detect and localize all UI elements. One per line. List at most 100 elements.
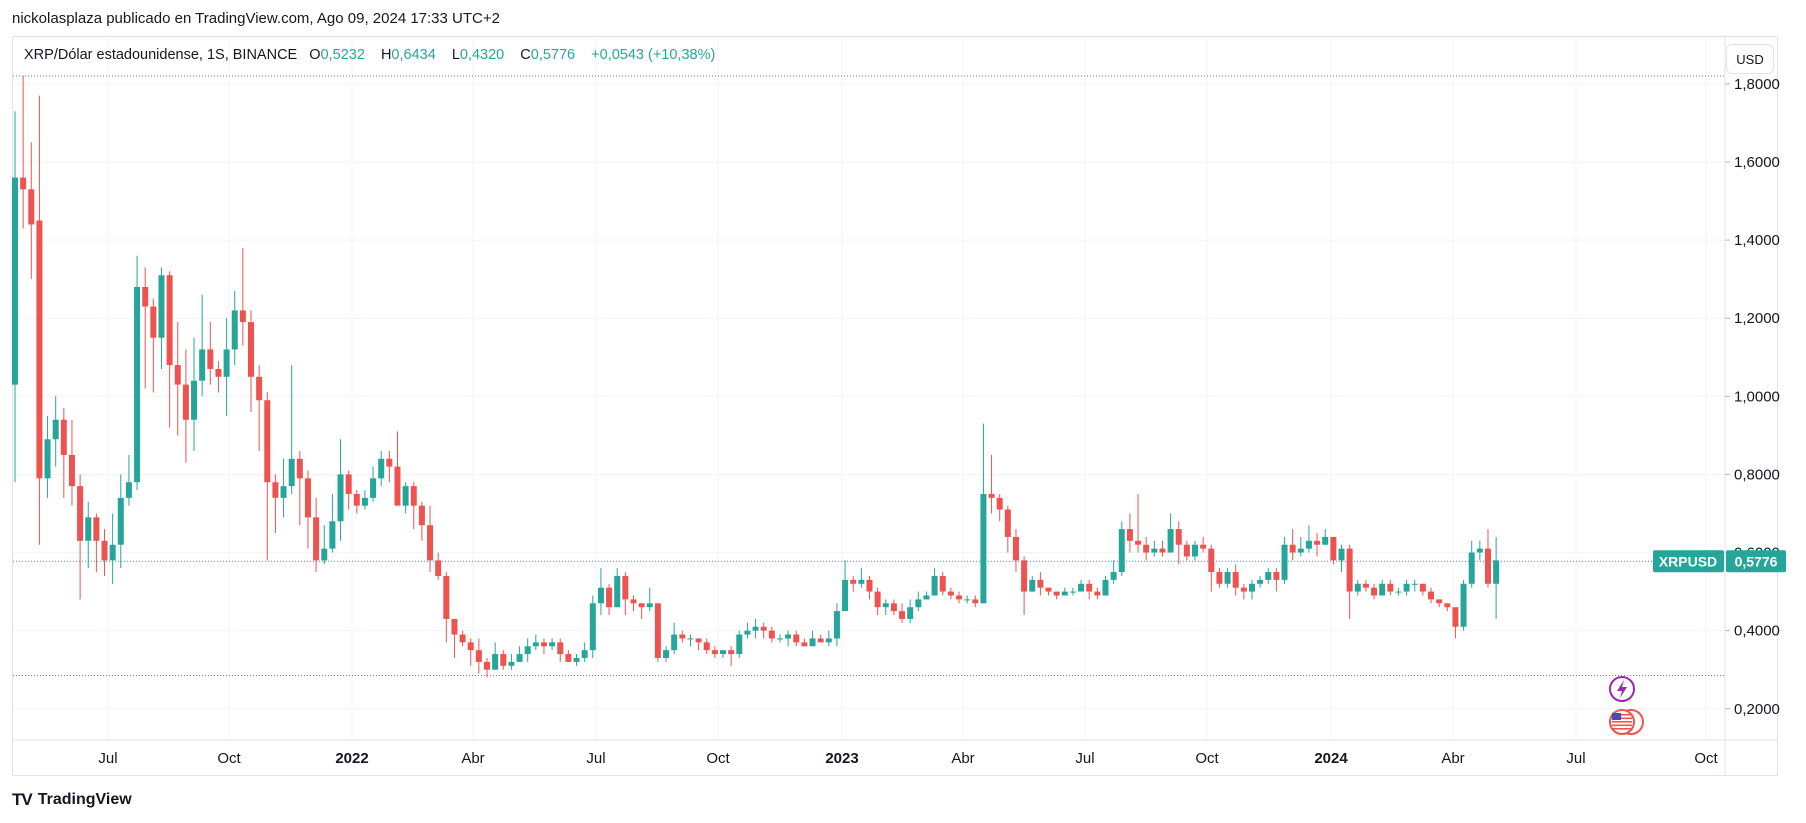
candle-body — [44, 439, 51, 479]
y-tick-label: 1,4000 — [1734, 232, 1780, 249]
x-tick-label: Oct — [1195, 750, 1219, 767]
candle-body — [1200, 544, 1207, 549]
candle-body — [532, 642, 539, 647]
candle-body — [817, 638, 824, 643]
candle-body — [1444, 603, 1451, 608]
candle-body — [435, 560, 442, 576]
candle-body — [744, 630, 751, 635]
candle-body — [1061, 591, 1068, 596]
candle-body — [158, 275, 165, 338]
candle-body — [1151, 548, 1158, 553]
candle-body — [801, 642, 808, 647]
candle-body — [980, 493, 987, 604]
candle-body — [1428, 591, 1435, 600]
candle-body — [1021, 560, 1028, 592]
candle-body — [1078, 583, 1085, 592]
candle-body — [345, 474, 352, 494]
candle-body — [606, 587, 613, 608]
candle-body — [850, 579, 857, 584]
candle-body — [12, 177, 18, 385]
candle-body — [964, 599, 971, 601]
y-tick-label: 1,0000 — [1734, 388, 1780, 405]
candle-body — [36, 220, 43, 479]
candle-body — [1037, 579, 1044, 588]
candle-body — [378, 458, 385, 479]
us-flag-stripe — [1612, 714, 1632, 716]
candle-body — [1069, 591, 1076, 593]
low-value: 0,4320 — [459, 47, 505, 63]
candle-body — [1484, 548, 1491, 584]
x-tick-label: Oct — [217, 750, 241, 767]
candle-body — [272, 482, 279, 498]
x-tick-label: 2023 — [825, 750, 858, 767]
candle-body — [1086, 583, 1093, 592]
candle-body — [508, 661, 515, 666]
candle-body — [1436, 599, 1443, 604]
candle-body — [516, 654, 523, 662]
candle-body — [1159, 548, 1166, 553]
us-flag-canton — [1612, 713, 1621, 720]
us-flag-stripe — [1612, 724, 1632, 727]
candle-body — [353, 493, 360, 506]
y-tick-label: 0,2000 — [1734, 701, 1780, 718]
candle-body — [467, 642, 474, 651]
candle-body — [459, 634, 466, 643]
currency-button[interactable]: USD — [1726, 44, 1774, 74]
candle-body — [581, 650, 588, 658]
candle-body — [1265, 572, 1272, 580]
candle-body — [85, 517, 92, 541]
price-tag: 0,5776 — [1735, 553, 1778, 569]
candle-body — [321, 548, 328, 561]
symbol-name: XRP/Dólar estadounidense, 1S, BINANCE — [24, 47, 298, 63]
candle-body — [882, 603, 889, 608]
candle-body — [215, 368, 222, 377]
candle-body — [223, 349, 230, 377]
candle-body — [687, 638, 694, 640]
candle-body — [1330, 536, 1337, 561]
candle-body — [956, 595, 963, 600]
candle-body — [239, 310, 246, 323]
candle-body — [410, 486, 417, 506]
x-tick-label: Jul — [586, 750, 605, 767]
candle-body — [654, 603, 661, 658]
candle-body — [720, 650, 727, 655]
candle-body — [890, 603, 897, 612]
candle-body — [907, 607, 914, 619]
candle-body — [1004, 509, 1011, 537]
candle-body — [20, 177, 27, 190]
candle-body — [142, 286, 149, 307]
candle-body — [394, 466, 401, 506]
candle-body — [1143, 544, 1150, 553]
candle-body — [1468, 552, 1475, 584]
candle-body — [182, 384, 189, 420]
y-tick-label: 0,8000 — [1734, 466, 1780, 483]
candle-body — [248, 322, 255, 377]
candle-body — [1314, 540, 1321, 545]
candle-body — [1452, 607, 1459, 627]
candle-body — [1395, 591, 1402, 593]
candle-body — [524, 646, 531, 655]
low-label: L — [451, 47, 460, 63]
high-label: H — [380, 47, 392, 63]
candle-body — [1126, 529, 1133, 541]
candle-body — [1208, 548, 1215, 573]
brand-name: TradingView — [37, 791, 132, 808]
candle-body — [711, 650, 718, 655]
candle-body — [1175, 529, 1182, 545]
tradingview-logo[interactable]: TV TradingView — [12, 790, 132, 810]
y-tick-label: 1,8000 — [1734, 76, 1780, 93]
candle-body — [427, 525, 434, 561]
candle-body — [1322, 536, 1329, 545]
candle-body — [1476, 548, 1483, 553]
candle-body — [793, 634, 800, 643]
candle-body — [101, 540, 108, 561]
x-tick-label: Oct — [1694, 750, 1718, 767]
candle-body — [939, 575, 946, 592]
candle-body — [1110, 572, 1117, 580]
us-flag-stripe — [1612, 721, 1632, 723]
ticker-tag: XRPUSD — [1659, 553, 1717, 569]
candle-body — [1297, 548, 1304, 553]
candle-body — [484, 661, 491, 670]
candle-body — [280, 486, 287, 498]
